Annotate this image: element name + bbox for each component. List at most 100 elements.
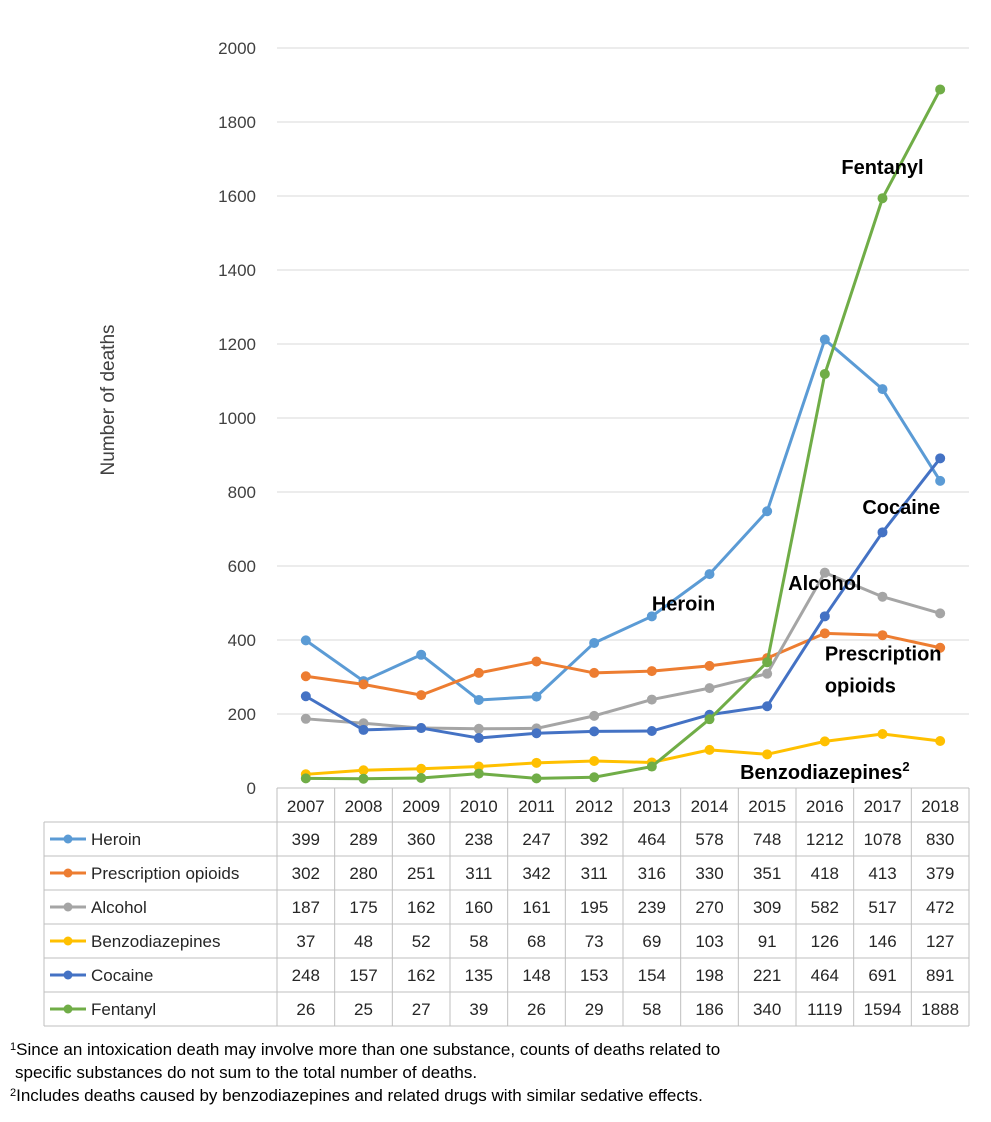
series-lines [300,84,946,784]
data-point [646,694,657,705]
data-point [819,567,830,578]
data-point [819,368,830,379]
data-point [473,733,484,744]
table-cell: 340 [753,1000,781,1019]
table-cell: 399 [292,830,320,849]
table-cell: 316 [638,864,666,883]
y-axis-label: Number of deaths [98,324,119,475]
data-point [935,736,946,747]
table-cell: 238 [465,830,493,849]
legend-series-name: Alcohol [91,898,147,917]
x-tick-label: 2008 [345,797,383,816]
data-point [877,527,888,538]
series [300,453,946,744]
table-cell: 311 [465,864,492,883]
footnote-2-text: Includes deaths caused by benzodiazepine… [16,1086,703,1105]
data-point [877,728,888,739]
x-tick-label: 2017 [864,797,902,816]
table-cell: 691 [868,966,896,985]
legend-key-marker [63,902,73,912]
table-cell: 247 [522,830,550,849]
table-cell: 1888 [921,1000,959,1019]
table-cell: 157 [349,966,377,985]
legend-key-marker [63,936,73,946]
data-point [935,475,946,486]
table-cell: 26 [527,1000,546,1019]
data-point [358,765,369,776]
series-annotation: Heroin [652,593,715,615]
data-point [704,744,715,755]
table-cell: 146 [868,932,896,951]
series-line [305,631,941,697]
x-tick-label: 2016 [806,797,844,816]
y-tick-label: 1800 [218,113,256,132]
data-point [935,642,946,653]
table-cell: 418 [811,864,839,883]
table-cell: 26 [296,1000,315,1019]
data-point [589,772,600,783]
data-point [646,726,657,737]
table-cell: 91 [758,932,777,951]
x-tick-label: 2007 [287,797,325,816]
data-point [762,668,773,679]
line-chart: 0 200 400 600 800 1000 1200 1400 1600 1800 2000 Nu… [43,39,970,1027]
annotation-line: Cocaine [862,497,940,519]
data-point [473,768,484,779]
data-point [877,591,888,602]
y-tick-label: 1200 [218,335,256,354]
data-point [877,630,888,641]
table-cell: 302 [292,864,320,883]
data-point [531,691,542,702]
data-point [819,628,830,639]
data-point [300,635,311,646]
table-cell: 135 [465,966,493,985]
data-point [646,666,657,677]
table-cell: 392 [580,830,608,849]
table-cell: 830 [926,830,954,849]
data-point [704,714,715,725]
series-line [305,88,942,781]
data-point [531,757,542,768]
table-cell: 413 [868,864,896,883]
data-point [589,710,600,721]
table-cell: 1119 [807,1000,842,1019]
data-point [935,608,946,619]
footnotes: 1Since an intoxication death may involve… [10,1038,720,1107]
table-cell: 748 [753,830,781,849]
table-cell: 195 [580,898,608,917]
x-tick-label: 2010 [460,797,498,816]
series-annotation: Fentanyl [841,157,923,179]
data-point [416,723,427,734]
data-point [589,667,600,678]
series-annotation: Benzodiazepines2 [740,759,910,784]
y-tick-label: 200 [228,705,256,724]
data-point [589,726,600,737]
data-point [300,713,311,724]
data-point [300,671,311,682]
y-tick-label: 1400 [218,261,256,280]
data-point [704,569,715,580]
table-cell: 1594 [864,1000,902,1019]
data-point [473,761,484,772]
table-cell: 342 [522,864,550,883]
table-cell: 27 [412,1000,431,1019]
table-cell: 280 [349,864,377,883]
annotation-line: Fentanyl [841,157,923,179]
table-cell: 578 [695,830,723,849]
x-tick-label: 2011 [518,797,555,816]
table-cell: 39 [469,1000,488,1019]
x-tick-label: 2012 [575,797,613,816]
table-cell: 126 [811,932,839,951]
annotation-line: Benzodiazepines [740,762,902,784]
table-cell: 289 [349,830,377,849]
annotation-line: opioids [825,675,896,697]
y-tick-label: 600 [228,557,256,576]
table-cell: 162 [407,898,435,917]
series-annotation: Alcohol [788,573,861,595]
legend-key-marker [63,1004,73,1014]
data-point [416,690,427,701]
data-point [819,736,830,747]
table-cell: 69 [642,932,661,951]
x-tick-label: 2018 [921,797,959,816]
table-cell: 37 [296,932,315,951]
